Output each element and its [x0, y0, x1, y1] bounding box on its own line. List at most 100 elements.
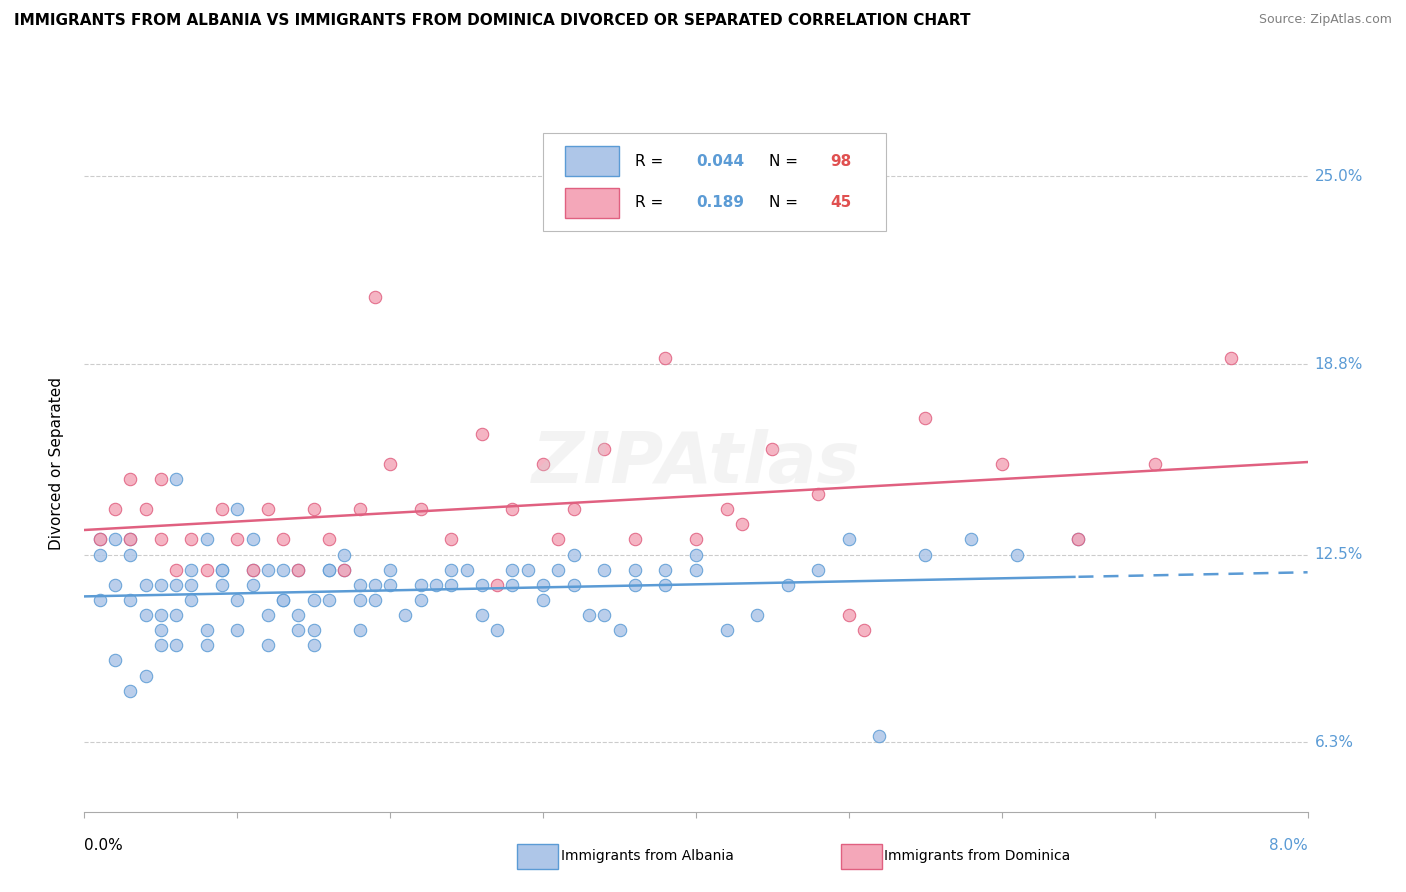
Text: 8.0%: 8.0%	[1268, 838, 1308, 854]
Point	[516, 563, 538, 577]
Point	[685, 563, 707, 577]
Point	[593, 442, 616, 456]
Text: 0.044: 0.044	[696, 153, 744, 169]
Point	[318, 593, 340, 607]
Point	[271, 593, 294, 607]
Point	[914, 411, 936, 425]
Text: 18.8%: 18.8%	[1315, 357, 1362, 371]
Point	[318, 533, 340, 547]
Point	[364, 578, 387, 592]
Point	[471, 426, 494, 441]
Point	[486, 578, 509, 592]
Point	[562, 548, 585, 562]
Point	[685, 533, 707, 547]
Point	[104, 653, 127, 667]
Text: Source: ZipAtlas.com: Source: ZipAtlas.com	[1258, 13, 1392, 27]
Point	[226, 593, 249, 607]
Text: Immigrants from Dominica: Immigrants from Dominica	[884, 849, 1070, 863]
Point	[1143, 457, 1166, 471]
Point	[761, 442, 783, 456]
Text: R =: R =	[636, 195, 668, 211]
Point	[333, 563, 356, 577]
Point	[120, 548, 142, 562]
Text: 6.3%: 6.3%	[1315, 735, 1354, 749]
Point	[195, 624, 218, 638]
Point	[149, 608, 172, 623]
Point	[501, 502, 523, 516]
Point	[440, 563, 463, 577]
Point	[486, 624, 509, 638]
Point	[180, 593, 202, 607]
Point	[380, 563, 402, 577]
Point	[211, 578, 233, 592]
Point	[394, 608, 416, 623]
Point	[380, 457, 402, 471]
Point	[271, 593, 294, 607]
Point	[195, 638, 218, 652]
Point	[242, 563, 264, 577]
Text: Immigrants from Albania: Immigrants from Albania	[561, 849, 734, 863]
Point	[120, 593, 142, 607]
Point	[89, 533, 111, 547]
Point	[257, 563, 280, 577]
Point	[776, 578, 799, 592]
Point	[195, 533, 218, 547]
Point	[257, 502, 280, 516]
Point	[869, 729, 891, 743]
Point	[180, 533, 202, 547]
Point	[364, 593, 387, 607]
Point	[89, 548, 111, 562]
Point	[807, 563, 830, 577]
Point	[333, 548, 356, 562]
Point	[135, 502, 157, 516]
Point	[593, 608, 616, 623]
Point	[364, 290, 387, 304]
Point	[226, 533, 249, 547]
Text: 12.5%: 12.5%	[1315, 547, 1362, 562]
Point	[624, 578, 647, 592]
Point	[731, 517, 754, 532]
Point	[257, 608, 280, 623]
Point	[211, 502, 233, 516]
Point	[531, 457, 554, 471]
Point	[853, 624, 876, 638]
Point	[654, 563, 676, 577]
Point	[501, 563, 523, 577]
Point	[624, 563, 647, 577]
Text: 25.0%: 25.0%	[1315, 169, 1362, 184]
Point	[104, 533, 127, 547]
Point	[425, 578, 447, 592]
Text: R =: R =	[636, 153, 668, 169]
Point	[104, 502, 127, 516]
Point	[562, 502, 585, 516]
Point	[440, 578, 463, 592]
FancyBboxPatch shape	[565, 146, 619, 177]
Point	[318, 563, 340, 577]
Point	[349, 624, 371, 638]
Y-axis label: Divorced or Separated: Divorced or Separated	[49, 377, 63, 550]
Point	[745, 608, 768, 623]
Point	[120, 533, 142, 547]
Text: N =: N =	[769, 153, 803, 169]
Point	[287, 563, 309, 577]
FancyBboxPatch shape	[543, 134, 886, 231]
Point	[409, 578, 432, 592]
Point	[349, 502, 371, 516]
Point	[1067, 533, 1090, 547]
Point	[165, 638, 187, 652]
Point	[89, 593, 111, 607]
Point	[302, 593, 325, 607]
Point	[211, 563, 233, 577]
Point	[180, 578, 202, 592]
Point	[165, 472, 187, 486]
Point	[531, 578, 554, 592]
Point	[287, 608, 309, 623]
Point	[409, 502, 432, 516]
Point	[624, 533, 647, 547]
Point	[1220, 351, 1243, 365]
Point	[149, 624, 172, 638]
Point	[471, 578, 494, 592]
Point	[149, 533, 172, 547]
Point	[271, 563, 294, 577]
Point	[990, 457, 1012, 471]
